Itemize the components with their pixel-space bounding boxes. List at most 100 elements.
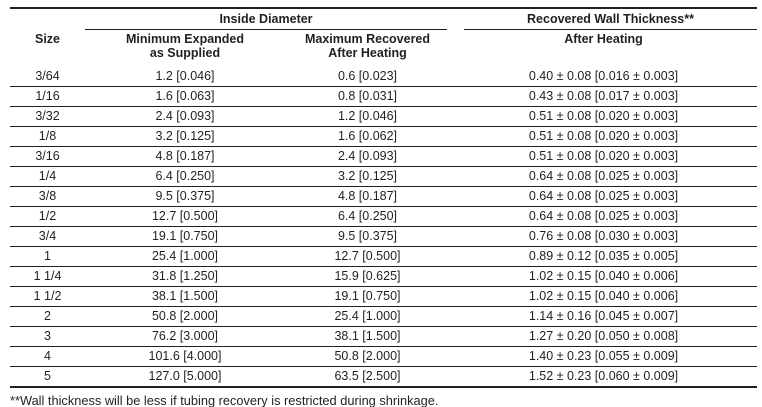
- cell-max_recovered_after_heating: 1.6 [0.062]: [285, 126, 450, 147]
- table-row: 4 101.6 [4.000] 50.8 [2.000] 1.40 ± 0.23 [0…: [10, 346, 757, 367]
- cell-min_expanded_as_supplied: 1.6 [0.063]: [85, 86, 285, 107]
- cell-size: 3: [10, 326, 85, 347]
- table-row: 1/8 3.2 [0.125] 1.6 [0.062] 0.51 ± 0.08 [0.…: [10, 126, 757, 147]
- group-header-row: Inside Diameter Recovered Wall Thickness…: [10, 8, 757, 30]
- col-header-min-expanded: Minimum Expanded as Supplied: [85, 30, 285, 67]
- table-row: 1 1/2 38.1 [1.500] 19.1 [0.750] 1.02 ± 0.15…: [10, 286, 757, 307]
- col-header-min-expanded-line1: Minimum Expanded: [125, 32, 245, 46]
- cell-recovered_wall_thickness_after_heating: 1.02 ± 0.15 [0.040 ± 0.006]: [450, 286, 757, 307]
- cell-min_expanded_as_supplied: 127.0 [5.000]: [85, 366, 285, 387]
- cell-min_expanded_as_supplied: 1.2 [0.046]: [155, 69, 215, 83]
- cell-min_expanded_as_supplied: 101.6 [4.000]: [85, 346, 285, 367]
- cell-max_recovered_after_heating: 9.5 [0.375]: [285, 226, 450, 247]
- cell-recovered_wall_thickness_after_heating: 1.14 ± 0.16 [0.045 ± 0.007]: [450, 306, 757, 327]
- col-header-max-recovered: Maximum Recovered After Heating: [285, 30, 450, 67]
- col-header-max-recovered-line2: After Heating: [328, 45, 407, 60]
- table-row: 3/16 4.8 [0.187] 2.4 [0.093] 0.51 ± 0.08 [0…: [10, 146, 757, 167]
- cell-size: 1 1/4: [10, 266, 85, 287]
- table-row: 3/32 2.4 [0.093] 1.2 [0.046] 0.51 ± 0.08 [0…: [10, 106, 757, 127]
- col-header-min-expanded-line2: as Supplied: [149, 45, 221, 60]
- cell-recovered_wall_thickness_after_heating: 0.51 ± 0.08 [0.020 ± 0.003]: [450, 146, 757, 167]
- cell-min_expanded_as_supplied: 6.4 [0.250]: [85, 166, 285, 187]
- table-body: 3/64 1.2 [0.046] 0.6 [0.023] 0.40 ± 0.08 [0…: [10, 67, 757, 387]
- table-row: 2 50.8 [2.000] 25.4 [1.000] 1.14 ± 0.16 [0.…: [10, 306, 757, 327]
- col-header-after-heating: After Heating: [450, 30, 757, 67]
- cell-max_recovered_after_heating: 0.6 [0.023]: [337, 69, 398, 83]
- cell-recovered_wall_thickness_after_heating: 1.40 ± 0.23 [0.055 ± 0.009]: [450, 346, 757, 367]
- col-header-size-label: Size: [34, 32, 60, 46]
- cell-recovered_wall_thickness_after_heating: 0.89 ± 0.12 [0.035 ± 0.005]: [450, 246, 757, 267]
- cell-size: 4: [10, 346, 85, 367]
- cell-min_expanded_as_supplied: 4.8 [0.187]: [85, 146, 285, 167]
- cell-size: 1/4: [10, 166, 85, 187]
- cell-size: 1: [10, 246, 85, 267]
- cell-max_recovered_after_heating: 50.8 [2.000]: [285, 346, 450, 367]
- cell-size: 1 1/2: [10, 286, 85, 307]
- cell-min_expanded_as_supplied: 12.7 [0.500]: [85, 206, 285, 227]
- cell-min_expanded_as_supplied: 3.2 [0.125]: [85, 126, 285, 147]
- cell-size: 3/16: [10, 146, 85, 167]
- group-label-inside-diameter: Inside Diameter: [85, 13, 447, 30]
- cell-max_recovered_after_heating: 3.2 [0.125]: [285, 166, 450, 187]
- cell-recovered_wall_thickness_after_heating: 0.64 ± 0.08 [0.025 ± 0.003]: [450, 186, 757, 207]
- cell-max_recovered_after_heating: 6.4 [0.250]: [285, 206, 450, 227]
- cell-recovered_wall_thickness_after_heating: 0.51 ± 0.08 [0.020 ± 0.003]: [450, 106, 757, 127]
- cell-max_recovered_after_heating: 19.1 [0.750]: [285, 286, 450, 307]
- cell-recovered_wall_thickness_after_heating: 0.51 ± 0.08 [0.020 ± 0.003]: [450, 126, 757, 147]
- table-row: 3/8 9.5 [0.375] 4.8 [0.187] 0.64 ± 0.08 [0.…: [10, 186, 757, 207]
- cell-min_expanded_as_supplied: 38.1 [1.500]: [85, 286, 285, 307]
- cell-size: 1/2: [10, 206, 85, 227]
- table-row: 1/16 1.6 [0.063] 0.8 [0.031] 0.43 ± 0.08 [0…: [10, 86, 757, 107]
- cell-recovered_wall_thickness_after_heating: 1.52 ± 0.23 [0.060 ± 0.009]: [450, 366, 757, 387]
- table-row: 5 127.0 [5.000] 63.5 [2.500] 1.52 ± 0.23 [0…: [10, 366, 757, 387]
- cell-recovered_wall_thickness_after_heating: 1.27 ± 0.20 [0.050 ± 0.008]: [450, 326, 757, 347]
- cell-size: 5: [10, 366, 85, 387]
- group-label-wall-thickness: Recovered Wall Thickness**: [464, 13, 757, 30]
- cell-min_expanded_as_supplied: 25.4 [1.000]: [85, 246, 285, 267]
- cell-min_expanded_as_supplied: 50.8 [2.000]: [85, 306, 285, 327]
- cell-min_expanded_as_supplied: 76.2 [3.000]: [85, 326, 285, 347]
- cell-max_recovered_after_heating: 0.8 [0.031]: [285, 86, 450, 107]
- cell-recovered_wall_thickness_after_heating: 1.02 ± 0.15 [0.040 ± 0.006]: [450, 266, 757, 287]
- cell-size: 2: [10, 306, 85, 327]
- cell-min_expanded_as_supplied: 9.5 [0.375]: [85, 186, 285, 207]
- cell-recovered_wall_thickness_after_heating: 0.40 ± 0.08 [0.016 ± 0.003]: [528, 69, 679, 83]
- cell-size: 3/4: [10, 226, 85, 247]
- cell-recovered_wall_thickness_after_heating: 0.64 ± 0.08 [0.025 ± 0.003]: [450, 166, 757, 187]
- cell-size: 3/32: [10, 106, 85, 127]
- table-row: 1/2 12.7 [0.500] 6.4 [0.250] 0.64 ± 0.08 [0…: [10, 206, 757, 227]
- table-row: 1 1/4 31.8 [1.250] 15.9 [0.625] 1.02 ± 0.15…: [10, 266, 757, 287]
- group-header-spacer: [10, 8, 85, 30]
- group-header-inside-diameter: Inside Diameter: [85, 8, 450, 30]
- cell-recovered_wall_thickness_after_heating: 0.43 ± 0.08 [0.017 ± 0.003]: [450, 86, 757, 107]
- cell-recovered_wall_thickness_after_heating: 0.76 ± 0.08 [0.030 ± 0.003]: [450, 226, 757, 247]
- footnote: **Wall thickness will be less if tubing …: [10, 393, 439, 407]
- table-row: 3/4 19.1 [0.750] 9.5 [0.375] 0.76 ± 0.08 [0…: [10, 226, 757, 247]
- table-row: 1 25.4 [1.000] 12.7 [0.500] 0.89 ± 0.12 [0.…: [10, 246, 757, 267]
- group-header-wall-thickness: Recovered Wall Thickness**: [450, 8, 757, 30]
- table-row: 1/4 6.4 [0.250] 3.2 [0.125] 0.64 ± 0.08 [0.…: [10, 166, 757, 187]
- cell-max_recovered_after_heating: 63.5 [2.500]: [285, 366, 450, 387]
- cell-min_expanded_as_supplied: 19.1 [0.750]: [85, 226, 285, 247]
- cell-max_recovered_after_heating: 2.4 [0.093]: [285, 146, 450, 167]
- cell-max_recovered_after_heating: 15.9 [0.625]: [285, 266, 450, 287]
- cell-max_recovered_after_heating: 38.1 [1.500]: [285, 326, 450, 347]
- cell-recovered_wall_thickness_after_heating: 0.64 ± 0.08 [0.025 ± 0.003]: [450, 206, 757, 227]
- cell-max_recovered_after_heating: 25.4 [1.000]: [285, 306, 450, 327]
- cell-max_recovered_after_heating: 12.7 [0.500]: [285, 246, 450, 267]
- table-row: 3 76.2 [3.000] 38.1 [1.500] 1.27 ± 0.20 [0.…: [10, 326, 757, 347]
- tubing-dimensions-table: Inside Diameter Recovered Wall Thickness…: [10, 7, 757, 388]
- table-row: 3/64 1.2 [0.046] 0.6 [0.023] 0.40 ± 0.08 [0…: [10, 67, 757, 87]
- column-header-row: Size Minimum Expanded as Supplied Maximu…: [10, 30, 757, 67]
- cell-min_expanded_as_supplied: 2.4 [0.093]: [85, 106, 285, 127]
- col-header-size: Size: [10, 30, 85, 67]
- cell-size: 3/8: [10, 186, 85, 207]
- col-header-after-heating-label: After Heating: [564, 32, 643, 46]
- cell-size: 3/64: [35, 69, 60, 83]
- cell-max_recovered_after_heating: 4.8 [0.187]: [285, 186, 450, 207]
- cell-max_recovered_after_heating: 1.2 [0.046]: [285, 106, 450, 127]
- cell-size: 1/8: [10, 126, 85, 147]
- cell-min_expanded_as_supplied: 31.8 [1.250]: [85, 266, 285, 287]
- table-header: Inside Diameter Recovered Wall Thickness…: [10, 8, 757, 67]
